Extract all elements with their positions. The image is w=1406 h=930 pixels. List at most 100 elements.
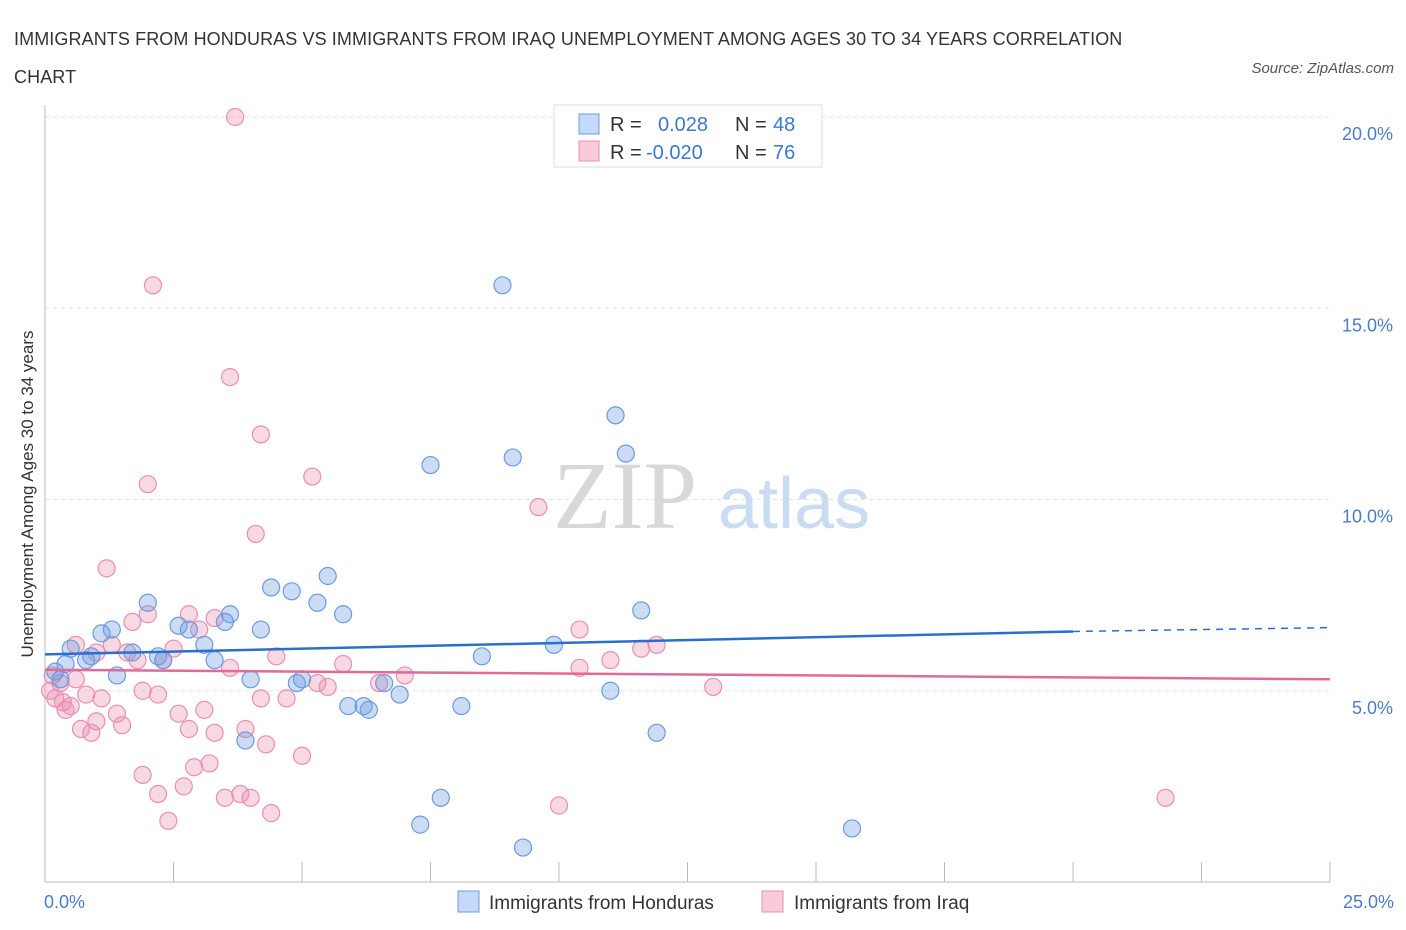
iraq-point-66 [1156,788,1175,807]
iraq-point-64 [647,635,666,654]
iraq-point-52 [303,467,322,486]
honduras-point-34 [411,815,430,834]
iraq-point-22 [138,475,157,494]
iraq-point-50 [277,689,296,708]
honduras-point-13 [169,616,188,635]
iraq-point-24 [148,685,168,704]
iraq-point-27 [159,811,178,830]
iraq-point-60 [570,658,589,677]
legend-n-value-iraq: 76 [773,142,795,164]
x-tick-label-max: 25.0% [1343,892,1394,912]
iraq-point-47 [256,735,276,754]
iraq-point-56 [370,673,389,693]
y-tick-labels: 5.0% 10.0% 15.0% 20.0% [1342,124,1393,718]
legend-r-value-iraq: -0.020 [646,142,703,164]
iraq-point-13 [97,559,116,578]
honduras-point-42 [544,635,563,654]
grid [45,116,1330,692]
honduras-point-14 [179,620,199,639]
honduras-point-6 [92,624,111,643]
honduras-point-36 [431,788,450,807]
honduras-point-25 [292,670,312,689]
legend-n-label-iraq: N = [735,142,767,164]
iraq-point-45 [251,425,270,444]
honduras-point-27 [318,566,337,586]
honduras-point-19 [236,731,255,750]
iraq-point-35 [195,700,214,719]
chart-title: IMMIGRANTS FROM HONDURAS VS IMMIGRANTS F… [14,29,1123,87]
trend-lines [44,626,1331,681]
y-tick-label-0: 5.0% [1352,698,1393,718]
iraq-point-54 [318,677,337,697]
iraq-point-51 [292,746,312,765]
honduras-point-23 [282,582,301,601]
iraq-point-58 [529,498,548,517]
iraq-point-38 [215,788,234,807]
honduras-point-20 [241,670,260,689]
honduras-point-48 [842,819,862,838]
bottom-legend-label-honduras: Immigrants from Honduras [489,893,714,914]
watermark: ZIP atlas [553,442,870,549]
honduras-trend-extension [1072,626,1331,633]
honduras-point-41 [513,838,533,857]
correlation-legend: R = 0.028 N = 48 R = -0.020 N = 76 [553,104,823,168]
iraq-point-25 [148,784,168,804]
iraq-point-15 [107,704,127,723]
iraq-point-29 [169,704,188,723]
iraq-point-49 [267,647,286,666]
iraq-point-31 [179,719,199,739]
iraq-point-59 [549,796,569,815]
iraq-point-9 [82,723,101,742]
honduras-point-1 [51,670,70,689]
iraq-point-62 [601,651,620,670]
honduras-point-15 [195,635,214,654]
iraq-point-46 [251,689,270,708]
x-tick-label-min: 0.0% [44,892,85,912]
iraq-point-39 [220,368,240,387]
iraq-point-8 [77,685,96,704]
y-tick-label-1: 10.0% [1342,507,1393,527]
iraq-point-18 [123,612,142,632]
honduras-point-38 [472,647,491,666]
iraq-trend-line [44,668,1331,681]
iraq-point-53 [308,673,327,693]
iraq-point-36 [200,754,219,773]
honduras-points [46,276,862,857]
honduras-point-18 [220,605,240,624]
honduras-point-35 [421,455,440,475]
honduras-point-7 [102,620,121,639]
honduras-point-31 [359,700,378,719]
iraq-point-63 [632,639,651,658]
iraq-point-67 [226,107,245,127]
iraq-point-7 [71,719,91,739]
x-tick-labels: 0.0% 25.0% [44,892,1394,912]
iraq-point-32 [179,605,199,624]
legend-swatch-honduras [578,113,600,135]
iraq-point-65 [704,677,723,697]
legend-r-label-honduras: R = [610,114,642,136]
iraq-point-6 [66,670,85,689]
honduras-point-47 [647,723,666,742]
iraq-point-48 [262,804,281,823]
bottom-legend-swatch-honduras [457,890,480,913]
iraq-point-55 [334,654,353,674]
iraq-point-33 [184,758,204,777]
y-tick-label-2: 15.0% [1342,315,1393,335]
honduras-point-10 [138,593,157,612]
y-tick-label-3: 20.0% [1342,124,1393,144]
iraq-points [41,107,1175,830]
bottom-legend-swatch-iraq [761,890,784,913]
iraq-point-40 [220,658,240,677]
source-label: Source: ZipAtlas.com [1251,60,1394,77]
iraq-point-61 [570,620,589,639]
iraq-point-41 [231,784,250,804]
honduras-point-46 [632,601,651,620]
honduras-point-43 [601,681,620,700]
honduras-point-37 [452,696,471,716]
y-axis-title: Unemployment Among Ages 30 to 34 years [18,331,37,658]
honduras-point-22 [262,578,281,597]
honduras-point-33 [390,685,409,704]
iraq-point-30 [174,777,193,796]
iraq-point-20 [133,765,152,785]
